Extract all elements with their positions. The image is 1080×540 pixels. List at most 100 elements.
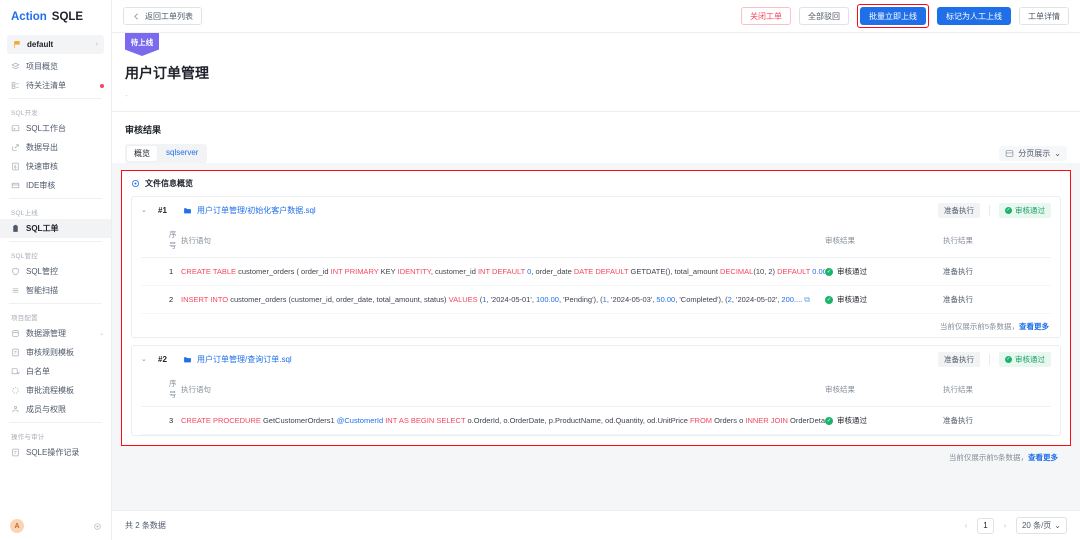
sidebar-item-[interactable]: 数据导出 xyxy=(0,138,111,157)
row-number: 2 xyxy=(141,285,181,314)
table-row[interactable]: 3 CREATE PROCEDURE GetCustomerOrders1 @Cu… xyxy=(141,406,1051,435)
folder-icon xyxy=(184,356,191,362)
page-number[interactable]: 1 xyxy=(976,517,994,534)
sidebar-item-label: 快速审核 xyxy=(26,162,58,171)
check-icon: ✓ xyxy=(825,267,833,276)
sidebar-item-label: SQLE操作记录 xyxy=(26,448,80,457)
tab-概览[interactable]: 概览 xyxy=(127,146,157,161)
nav-group-title: 操作与审计 xyxy=(11,434,45,441)
col-header-exec: 执行结果 xyxy=(943,223,1051,258)
copy-icon[interactable]: ⧉ xyxy=(804,294,810,304)
toolbar-button-全部驳回[interactable]: 全部驳回 xyxy=(799,7,849,25)
content-scroll[interactable]: 待上线 用户订单管理 - 审核结果 概览 sqlserver 分页展示 ⌄ xyxy=(112,33,1080,510)
row-number: 1 xyxy=(141,257,181,286)
chevron-down-icon: ⌄ xyxy=(1054,149,1061,158)
view-more-link[interactable]: 查看更多 xyxy=(1019,322,1049,331)
info-circle-icon xyxy=(132,180,139,187)
sidebar-item-[interactable]: 审批流程模板 xyxy=(0,381,111,400)
project-selector[interactable]: default › xyxy=(7,35,104,54)
col-header-sql: 执行语句 xyxy=(181,223,825,258)
table-row[interactable]: 2 INSERT INTO customer_orders (customer_i… xyxy=(141,285,1051,314)
exec-status-tag: 准备执行 xyxy=(938,202,980,218)
col-header-audit: 审核结果 xyxy=(825,372,943,407)
sidebar-item-[interactable]: 数据源管理 ⌄ xyxy=(0,324,111,343)
table-row[interactable]: 1 CREATE TABLE customer_orders ( order_id… xyxy=(141,257,1051,286)
sidebar-item-label: SQL工单 xyxy=(26,224,59,233)
col-header-sql: 执行语句 xyxy=(181,372,825,407)
workorder-header: 待上线 用户订单管理 - xyxy=(112,33,1080,112)
audit-result-section: 审核结果 概览 sqlserver 分页展示 ⌄ xyxy=(112,112,1080,163)
file-overview-title-row: 文件信息概览 xyxy=(131,178,1061,189)
sidebar: Action SQLE default › 项目概览 待关注清单 SQL开发 SQL工… xyxy=(0,0,112,540)
page-display-select[interactable]: 分页展示 ⌄ xyxy=(999,146,1067,161)
file-block: ⌄ #1 用户订单管理/初始化客户数据.sql 准备执行 ✓ 审核通过 序号 执行语句 审核结果… xyxy=(131,196,1061,338)
sidebar-item-[interactable]: 快速审核 xyxy=(0,157,111,176)
sidebar-item-label: 项目概览 xyxy=(26,62,58,71)
outer-view-more-link[interactable]: 查看更多 xyxy=(1028,453,1058,462)
row-sql[interactable]: INSERT INTO customer_orders (customer_id… xyxy=(181,285,825,314)
divider xyxy=(9,198,102,199)
page-subtitle: - xyxy=(125,91,128,100)
check-icon: ✓ xyxy=(1005,355,1012,363)
check-icon: ✓ xyxy=(1005,206,1012,214)
next-page-button[interactable]: › xyxy=(1003,521,1007,530)
prev-page-button[interactable]: ‹ xyxy=(964,521,968,530)
sidebar-item-[interactable]: 项目概览 xyxy=(0,57,111,76)
page-title: 用户订单管理 xyxy=(125,65,209,81)
sidebar-item-[interactable]: 智能扫描 xyxy=(0,281,111,300)
file-tags: 准备执行 ✓ 审核通过 xyxy=(938,202,1051,218)
toolbar-button-关闭工单[interactable]: 关闭工单 xyxy=(741,7,791,25)
file-name[interactable]: 用户订单管理/查询订单.sql xyxy=(183,354,292,365)
audit-tabs: 概览 sqlserver xyxy=(125,144,208,163)
folder-icon xyxy=(184,207,191,213)
sidebar-item-sql[interactable]: SQL工单 xyxy=(0,219,111,238)
check-icon: ✓ xyxy=(825,416,833,425)
file-name[interactable]: 用户订单管理/初始化客户数据.sql xyxy=(183,205,316,216)
file-header[interactable]: ⌄ #1 用户订单管理/初始化客户数据.sql 准备执行 ✓ 审核通过 xyxy=(132,197,1060,223)
chevron-down-icon[interactable]: ⌄ xyxy=(141,207,147,214)
main-area: 返回工单列表 关闭工单 全部驳回 批量立即上线 标记为人工上线 工单详情 待上线 用户订… xyxy=(112,0,1080,540)
terminal-icon xyxy=(11,125,20,132)
chevron-right-icon: › xyxy=(95,41,98,48)
row-sql[interactable]: CREATE PROCEDURE GetCustomerOrders1 @Cus… xyxy=(181,406,825,435)
sidebar-item-sql[interactable]: SQL管控 xyxy=(0,262,111,281)
sidebar-item-label: 数据导出 xyxy=(26,143,58,152)
checklist-icon xyxy=(11,82,19,89)
file-block: ⌄ #2 用户订单管理/查询订单.sql 准备执行 ✓ 审核通过 序号 执行语句 审核结果 执行结… xyxy=(131,345,1061,436)
inner-more-note: 当前仅展示前5条数据，查看更多 xyxy=(939,322,1049,331)
sidebar-item-[interactable]: 白名单 xyxy=(0,362,111,381)
page-display-label: 分页展示 xyxy=(1018,149,1051,158)
back-to-list-button[interactable]: 返回工单列表 xyxy=(123,7,202,25)
toolbar-button-批量立即上线[interactable]: 批量立即上线 xyxy=(860,7,926,25)
row-audit-result: ✓ 审核通过 xyxy=(825,285,943,314)
sidebar-item-[interactable]: 审核规则模板 xyxy=(0,343,111,362)
divider xyxy=(9,422,102,423)
row-exec-result: 准备执行 xyxy=(943,285,1051,314)
audit-status-tag: ✓ 审核通过 xyxy=(999,202,1051,218)
outer-more-text: 当前仅展示前5条数据， xyxy=(948,453,1028,462)
page-size-select[interactable]: 20 条/页 ⌄ xyxy=(1015,517,1067,534)
toolbar-button-工单详情[interactable]: 工单详情 xyxy=(1019,7,1069,25)
statements-table: 序号 执行语句 审核结果 执行结果 3 CREATE PROCEDURE GetCusto… xyxy=(141,372,1051,435)
gear-icon[interactable] xyxy=(93,522,102,531)
sidebar-item-label: 白名单 xyxy=(26,367,50,376)
tab-sqlserver[interactable]: sqlserver xyxy=(166,148,199,157)
sidebar-item-sqle[interactable]: SQLE操作记录 xyxy=(0,443,111,462)
file-header[interactable]: ⌄ #2 用户订单管理/查询订单.sql 准备执行 ✓ 审核通过 xyxy=(132,346,1060,372)
pagination: ‹ 1 › 20 条/页 ⌄ xyxy=(960,517,1067,534)
divider xyxy=(989,204,990,216)
sidebar-item-[interactable]: 待关注清单 xyxy=(0,76,111,95)
sidebar-item-sql[interactable]: SQL工作台 xyxy=(0,119,111,138)
sidebar-item-label: 待关注清单 xyxy=(26,81,66,90)
statements-table: 序号 执行语句 审核结果 执行结果 1 CREATE TABLE customer_ord… xyxy=(141,223,1051,314)
export-icon xyxy=(12,144,19,151)
audit-section-title: 审核结果 xyxy=(125,125,162,135)
sidebar-item-ide[interactable]: IDE审核 xyxy=(0,176,111,195)
row-sql[interactable]: CREATE TABLE customer_orders ( order_id … xyxy=(181,257,825,286)
toolbar-button-标记为人工上线[interactable]: 标记为人工上线 xyxy=(937,7,1011,25)
chevron-down-icon[interactable]: ⌄ xyxy=(141,356,147,363)
brand-logo[interactable]: Action SQLE xyxy=(0,0,111,33)
sidebar-item-[interactable]: 成员与权限 xyxy=(0,400,111,419)
avatar[interactable]: A xyxy=(10,519,24,533)
